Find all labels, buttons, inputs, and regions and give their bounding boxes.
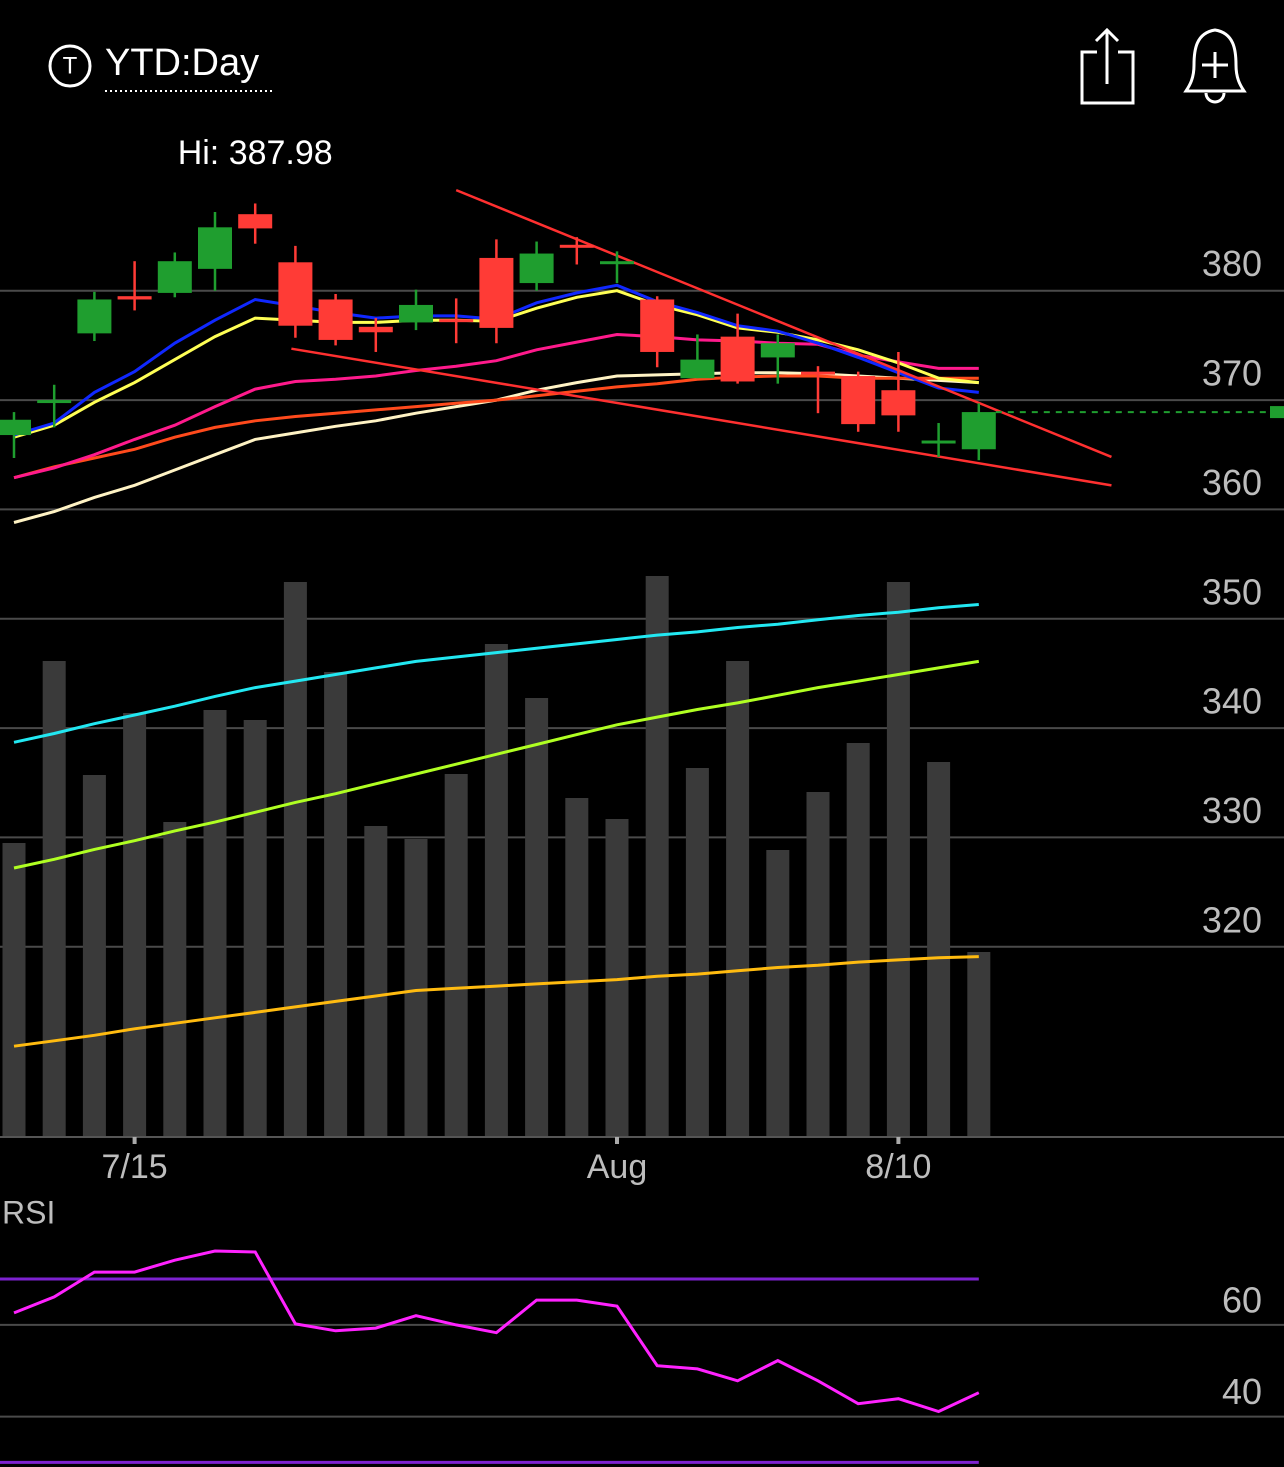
rsi-line <box>13 1249 980 1414</box>
y-tick-label: 40 <box>1222 1371 1262 1412</box>
high-label-space <box>219 134 228 172</box>
candle-body <box>479 257 514 328</box>
volume-bar <box>565 798 589 1137</box>
last-price-marker <box>1270 406 1284 419</box>
volume-bar <box>484 644 508 1137</box>
y-tick-label: 340 <box>1202 681 1262 722</box>
volume-bar <box>444 774 468 1137</box>
candle-body <box>921 440 956 444</box>
volume-bar <box>364 826 388 1137</box>
badge-circle <box>48 44 92 88</box>
trendline <box>455 188 1112 459</box>
candle-body <box>77 299 112 334</box>
y-tick-label: 330 <box>1202 790 1262 831</box>
share-button[interactable] <box>1080 27 1135 105</box>
volume-bar <box>886 582 910 1137</box>
bell-plus <box>1202 52 1228 78</box>
range-label: YTD:Day <box>105 42 259 84</box>
alert-button[interactable] <box>1183 28 1247 104</box>
candle-body <box>318 299 353 340</box>
candle-body <box>157 261 192 293</box>
share-box <box>1080 50 1135 105</box>
candle-body <box>720 336 755 382</box>
high-label-prefix: Hi: <box>178 134 220 172</box>
x-tick-label: Aug <box>587 1148 648 1186</box>
volume-bar <box>645 576 669 1137</box>
moving-average <box>13 955 979 1048</box>
volume-bar <box>605 819 629 1137</box>
y-tick-label: 350 <box>1202 571 1262 612</box>
trendline <box>291 347 1112 487</box>
candle-body <box>559 244 594 248</box>
range-selector[interactable]: T YTD:Day <box>48 42 275 92</box>
candle-body <box>0 419 31 436</box>
volume-bar <box>927 762 951 1137</box>
candle-body <box>841 376 876 425</box>
volume-bar <box>846 743 870 1137</box>
moving-average <box>13 659 980 870</box>
volume-bar <box>163 822 187 1137</box>
bell <box>1183 28 1247 93</box>
candle-body <box>881 390 916 416</box>
volume-bar <box>42 661 66 1137</box>
y-tick-label: 320 <box>1202 899 1262 940</box>
candle-body <box>198 227 232 269</box>
candle-body <box>640 299 675 352</box>
header: T YTD:Day <box>48 27 1247 105</box>
moving-average <box>13 374 979 480</box>
volume-bar <box>283 582 307 1137</box>
candle-body <box>399 304 433 323</box>
high-label-value: 387.98 <box>229 134 333 172</box>
candle-body <box>439 319 474 323</box>
volume-bar <box>203 710 227 1137</box>
rsi-panel: RSI 40 60 <box>0 1194 1284 1464</box>
candle-body <box>278 262 313 326</box>
volume-bar <box>685 768 709 1137</box>
y-tick-label: 370 <box>1202 353 1262 394</box>
bell-clapper <box>1204 92 1226 104</box>
volume-bar <box>726 661 750 1137</box>
moving-average <box>13 603 979 744</box>
y-tick-label: 380 <box>1202 243 1262 284</box>
candle-body <box>600 261 634 265</box>
price-panel: 320 330 340 350 360 370 380 7/15 Aug 8/10 Hi: 387.… <box>0 134 1284 1186</box>
volume-bar <box>123 713 147 1137</box>
candle-body <box>238 214 273 229</box>
x-tick-label: 7/15 <box>102 1148 168 1186</box>
x-tick-label: 8/10 <box>865 1148 931 1186</box>
volume-bar <box>967 952 991 1137</box>
candle-body <box>760 343 795 358</box>
volume-bar <box>82 775 106 1137</box>
share-arrow <box>1094 27 1120 84</box>
panel-title: RSI <box>2 1194 55 1230</box>
volume-bar <box>404 839 428 1137</box>
volume-bar <box>324 672 348 1137</box>
symbol-badge: T <box>63 52 78 79</box>
candle-body <box>961 412 996 450</box>
candle-body <box>801 371 835 375</box>
volume-bar <box>2 843 26 1137</box>
candle-body <box>117 296 152 300</box>
candle-body <box>519 253 554 284</box>
candle-body <box>680 359 715 379</box>
candle-body <box>37 400 72 404</box>
candle-body <box>358 326 393 333</box>
moving-average <box>13 371 979 524</box>
volume-bar <box>525 698 549 1137</box>
y-tick-label: 60 <box>1222 1279 1262 1320</box>
volume-bar <box>766 850 790 1137</box>
high-label: Hi: 387.98 <box>178 134 333 172</box>
y-tick-label: 360 <box>1202 462 1262 503</box>
volume-bar <box>243 720 267 1137</box>
